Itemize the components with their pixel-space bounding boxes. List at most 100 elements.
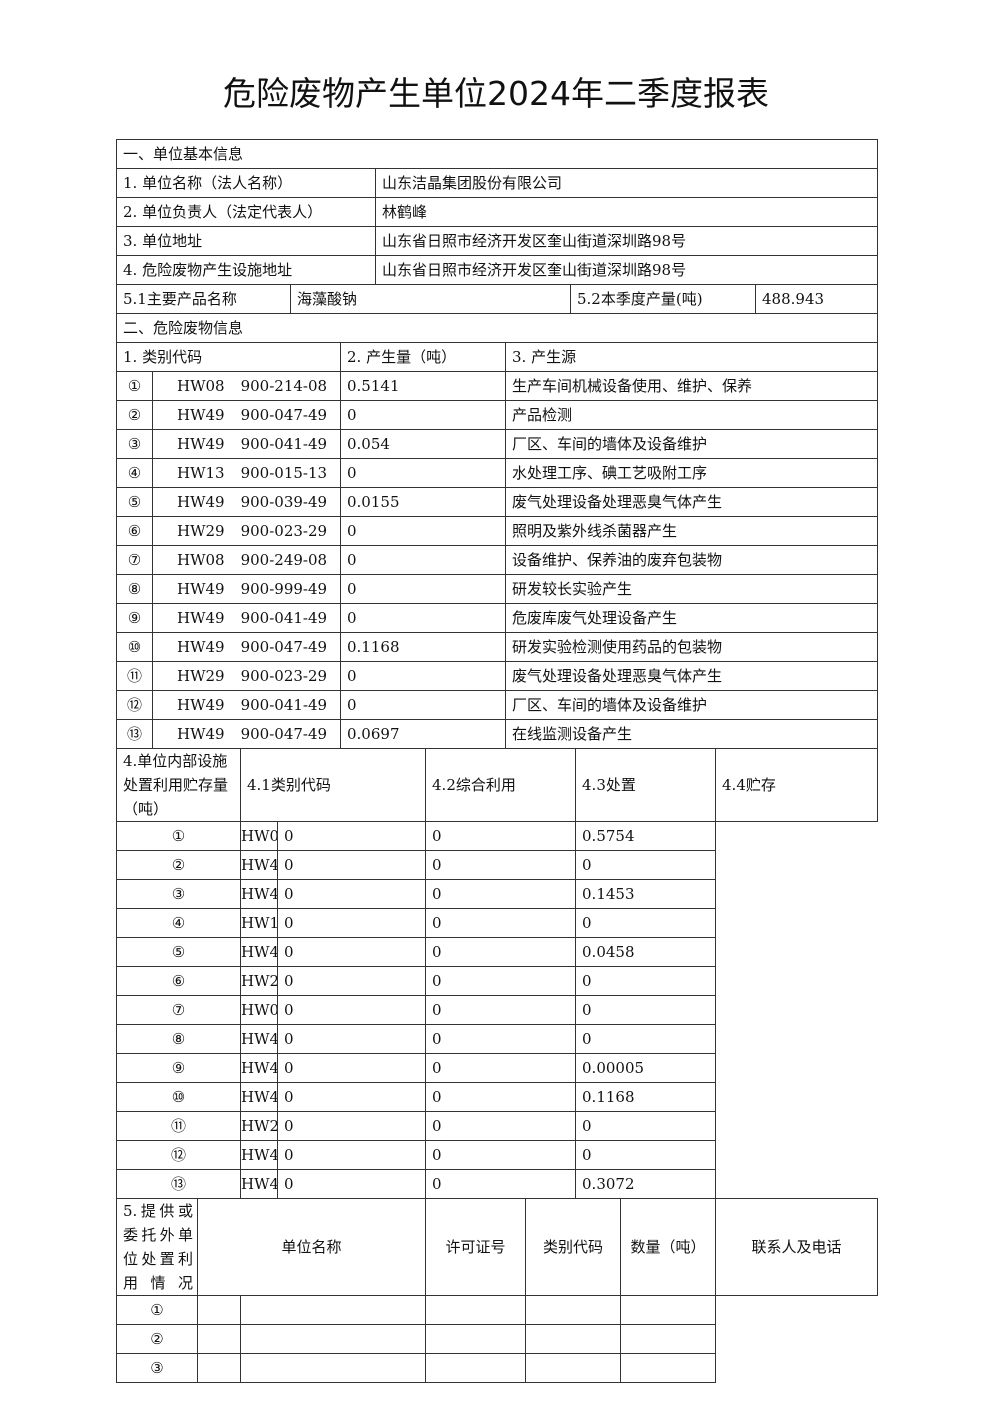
disposal: 0 xyxy=(425,966,577,996)
category: HW49 xyxy=(177,435,225,453)
category-code-cell: HW49 900-047-49 xyxy=(152,719,341,749)
address-value: 山东省日照市经济开发区奎山街道深圳路98号 xyxy=(374,226,879,256)
utilization: 0 xyxy=(276,966,427,996)
amount: 0 xyxy=(340,603,506,633)
category: HW49 xyxy=(177,609,225,627)
utilization: 0 xyxy=(276,1082,427,1112)
disposal: 0 xyxy=(425,879,577,909)
representative-value: 林鹤峰 xyxy=(374,197,879,227)
row-number: ② xyxy=(116,1324,198,1354)
storage: 0.00005 xyxy=(575,1053,717,1083)
category-cell xyxy=(425,1353,527,1383)
utilization: 0 xyxy=(276,1111,427,1141)
utilization: 0 xyxy=(276,1053,427,1083)
category: HW08 xyxy=(240,821,278,851)
row-number: ⑩ xyxy=(116,632,153,662)
header-4-3: 4.3处置 xyxy=(575,748,717,822)
row-number: ② xyxy=(116,400,153,430)
source: 生产车间机械设备使用、维护、保养 xyxy=(505,371,878,401)
storage: 0.1168 xyxy=(575,1082,717,1112)
utilization: 0 xyxy=(276,908,427,938)
disposal-row: ⑫HW49000 xyxy=(116,1140,878,1170)
unit-name-cell xyxy=(197,1353,241,1383)
amount: 0 xyxy=(340,574,506,604)
category: HW49 xyxy=(240,1140,278,1170)
output-label: 5.2本季度产量(吨) xyxy=(570,284,756,314)
row-number: ① xyxy=(116,1295,198,1325)
header-4-1: 4.1类别代码 xyxy=(239,748,427,822)
waste-row: ⑥ HW29 900-023-29 0 照明及紫外线杀菌器产生 xyxy=(116,516,878,546)
category-code-cell: HW49 900-039-49 xyxy=(152,487,341,517)
storage: 0 xyxy=(575,1140,717,1170)
source: 厂区、车间的墙体及设备维护 xyxy=(505,429,878,459)
waste-code: 900-023-29 xyxy=(240,667,328,685)
category: HW49 xyxy=(240,937,278,967)
category-code-cell: HW49 900-041-49 xyxy=(152,603,341,633)
header-category: 类别代码 xyxy=(525,1198,622,1296)
disposal: 0 xyxy=(425,908,577,938)
quantity-cell xyxy=(525,1295,622,1325)
row-number: ⑦ xyxy=(116,545,153,575)
unit-name-cell xyxy=(197,1324,241,1354)
amount: 0 xyxy=(340,661,506,691)
category-code-cell: HW49 900-047-49 xyxy=(152,632,341,662)
row-number: ⑧ xyxy=(116,1024,241,1054)
facility-address-label: 4. 危险废物产生设施地址 xyxy=(116,255,376,285)
license-cell xyxy=(239,1295,427,1325)
external-disposal-table: 5.提供或委托外单位处置利用情况 单位名称 许可证号 类别代码 数量（吨） 联系… xyxy=(116,1198,879,1383)
utilization: 0 xyxy=(276,937,427,967)
row-number: ⑤ xyxy=(116,937,241,967)
row-number: ① xyxy=(116,371,153,401)
storage: 0.3072 xyxy=(575,1169,717,1199)
category: HW49 xyxy=(240,1053,278,1083)
output-value: 488.943 xyxy=(754,284,879,314)
contact-cell xyxy=(620,1295,717,1325)
category: HW08 xyxy=(177,377,225,395)
facility-address-value: 山东省日照市经济开发区奎山街道深圳路98号 xyxy=(374,255,879,285)
disposal: 0 xyxy=(425,1140,577,1170)
source: 设备维护、保养油的废弃包装物 xyxy=(505,545,878,575)
row-number: ⑩ xyxy=(116,1082,241,1112)
disposal-row: ②HW49000 xyxy=(116,850,878,880)
disposal-row: ④HW13000 xyxy=(116,908,878,938)
category: HW49 xyxy=(240,879,278,909)
disposal: 0 xyxy=(425,1053,577,1083)
category-code-cell: HW13 900-015-13 xyxy=(152,458,341,488)
amount: 0 xyxy=(340,545,506,575)
disposal: 0 xyxy=(425,821,577,851)
disposal-row: ⑩HW49000.1168 xyxy=(116,1082,878,1112)
waste-code: 900-999-49 xyxy=(240,580,328,598)
row-number: ⑪ xyxy=(116,661,153,691)
disposal-row: ⑨HW49000.00005 xyxy=(116,1053,878,1083)
waste-row: ⑧ HW49 900-999-49 0 研发较长实验产生 xyxy=(116,574,878,604)
disposal-row: ⑥HW29000 xyxy=(116,966,878,996)
disposal: 0 xyxy=(425,937,577,967)
source: 研发实验检测使用药品的包装物 xyxy=(505,632,878,662)
storage: 0.5754 xyxy=(575,821,717,851)
category: HW49 xyxy=(177,638,225,656)
category-code-cell: HW08 900-249-08 xyxy=(152,545,341,575)
row-number: ⑪ xyxy=(116,1111,241,1141)
amount: 0 xyxy=(340,516,506,546)
waste-code: 900-047-49 xyxy=(240,725,328,743)
row-number: ① xyxy=(116,821,241,851)
waste-code: 900-214-08 xyxy=(240,377,328,395)
waste-row: ③ HW49 900-041-49 0.054 厂区、车间的墙体及设备维护 xyxy=(116,429,878,459)
row-number: ③ xyxy=(116,1353,198,1383)
disposal: 0 xyxy=(425,1082,577,1112)
source: 照明及紫外线杀菌器产生 xyxy=(505,516,878,546)
utilization: 0 xyxy=(276,995,427,1025)
category-code-cell: HW29 900-023-29 xyxy=(152,661,341,691)
category: HW29 xyxy=(240,1111,278,1141)
disposal-row: ⑦HW08000 xyxy=(116,995,878,1025)
category: HW49 xyxy=(240,1082,278,1112)
unit-name-cell xyxy=(197,1295,241,1325)
header-contact: 联系人及电话 xyxy=(715,1198,879,1296)
row-number: ④ xyxy=(116,908,241,938)
waste-row: ⑩ HW49 900-047-49 0.1168 研发实验检测使用药品的包装物 xyxy=(116,632,878,662)
license-cell xyxy=(239,1324,427,1354)
category: HW29 xyxy=(177,522,225,540)
row-number: ⑤ xyxy=(116,487,153,517)
row-number: ⑬ xyxy=(116,1169,241,1199)
source: 厂区、车间的墙体及设备维护 xyxy=(505,690,878,720)
